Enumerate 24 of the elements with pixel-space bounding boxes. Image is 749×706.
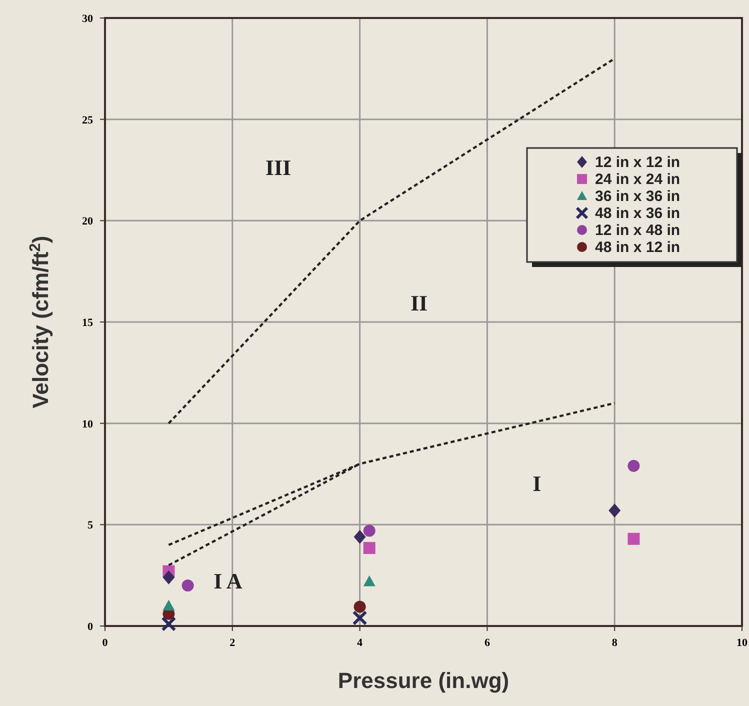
legend-label: 12 in x 12 in bbox=[595, 154, 680, 171]
y-tick-label: 25 bbox=[82, 114, 94, 126]
legend-label: 48 in x 36 in bbox=[595, 205, 680, 222]
annotation: III bbox=[265, 155, 292, 180]
x-tick-label: 0 bbox=[102, 637, 108, 649]
x-axis-title: Pressure (in.wg) bbox=[338, 668, 510, 693]
y-tick-label: 15 bbox=[82, 317, 94, 329]
y-tick-label: 10 bbox=[82, 418, 94, 430]
x-tick-label: 2 bbox=[230, 637, 236, 649]
legend-label: 48 in x 12 in bbox=[595, 239, 680, 256]
x-tick-label: 6 bbox=[484, 637, 490, 649]
x-tick-label: 10 bbox=[736, 637, 748, 649]
y-tick-label: 0 bbox=[88, 621, 94, 633]
y-tick-label: 30 bbox=[82, 13, 94, 25]
annotation: II bbox=[410, 290, 428, 316]
annotation: I A bbox=[214, 568, 242, 594]
legend-label: 36 in x 36 in bbox=[595, 188, 680, 205]
annotation: I bbox=[532, 471, 542, 496]
legend-label: 24 in x 24 in bbox=[595, 171, 680, 188]
x-tick-label: 4 bbox=[357, 637, 364, 649]
x-tick-label: 8 bbox=[612, 637, 618, 649]
y-tick-label: 5 bbox=[88, 520, 94, 532]
y-tick-label: 20 bbox=[82, 216, 94, 228]
legend-label: 12 in x 48 in bbox=[595, 222, 680, 239]
